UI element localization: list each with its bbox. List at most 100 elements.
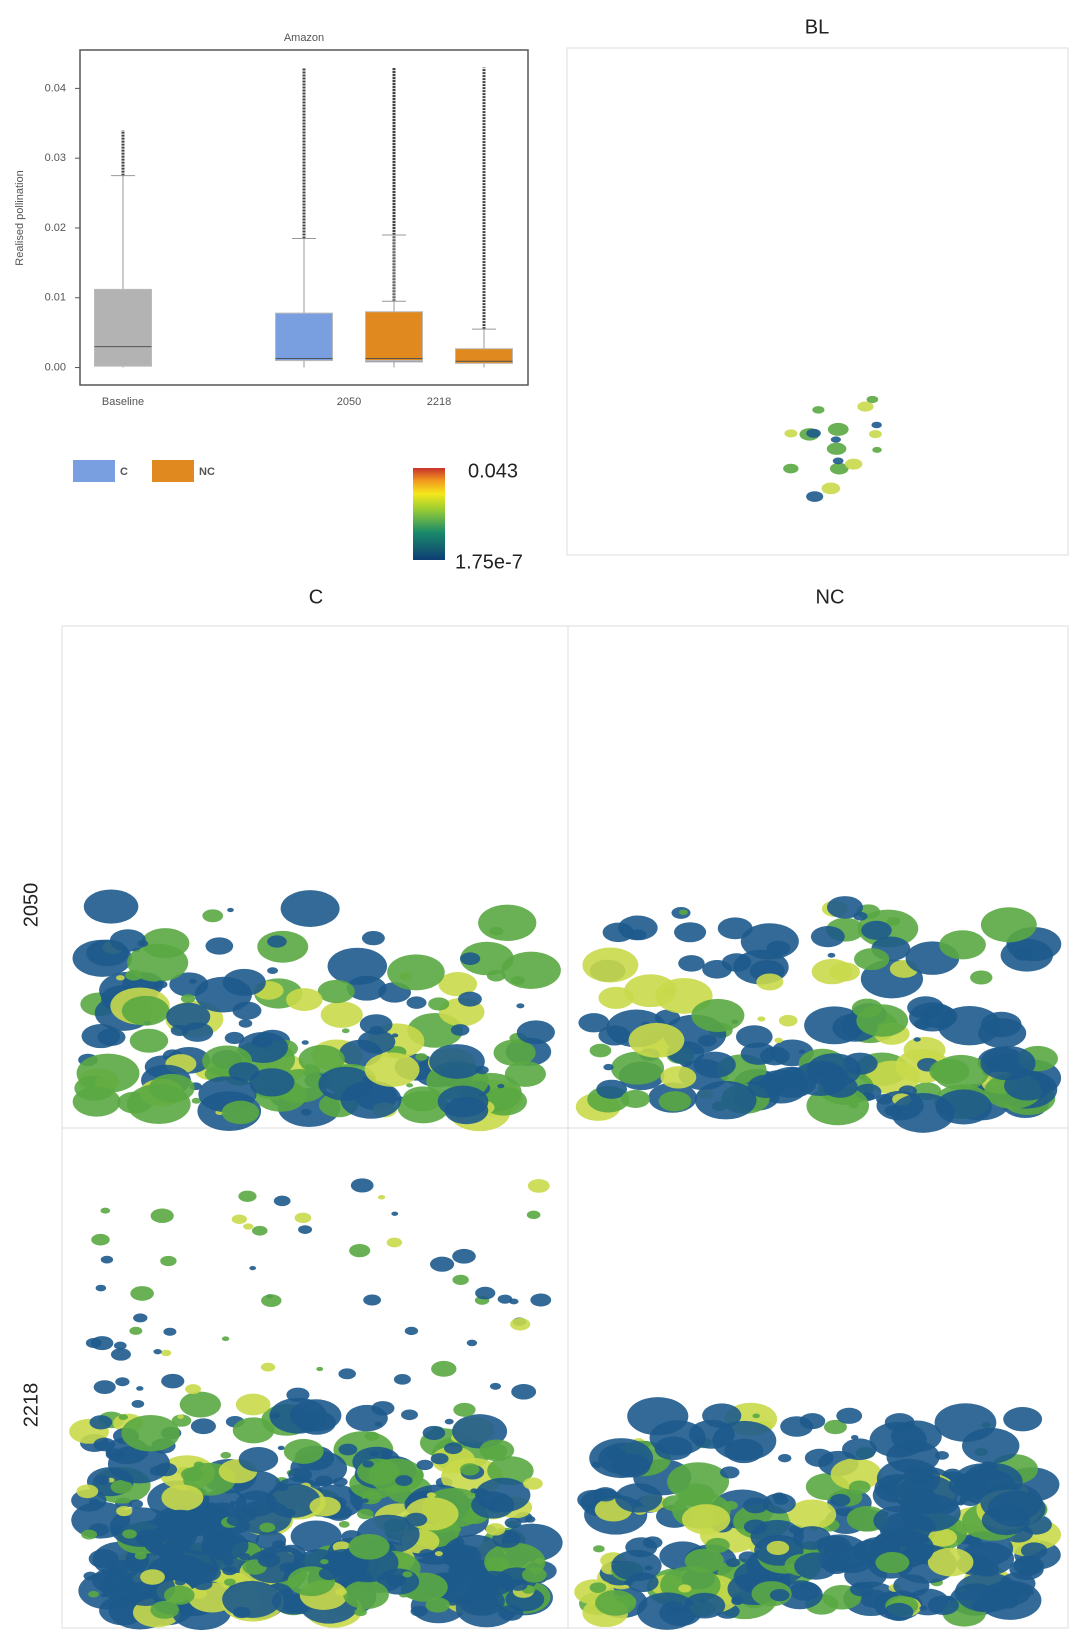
map-patch — [222, 1336, 230, 1341]
map-patch — [605, 1447, 626, 1460]
map-patch — [836, 1408, 862, 1424]
map-patch — [970, 971, 992, 985]
map-patch — [261, 1294, 281, 1307]
map-patch — [125, 970, 142, 981]
map-patch — [257, 931, 308, 963]
colorbar-min-label: 1.75e-7 — [455, 551, 523, 573]
map-patch — [402, 1571, 412, 1577]
map-patch — [154, 980, 167, 988]
map-patch — [348, 1534, 389, 1560]
map-patch — [267, 935, 287, 947]
map-patch — [962, 1428, 1019, 1464]
map-patch — [831, 436, 841, 442]
map-patch — [122, 996, 170, 1026]
map-patch — [805, 1449, 834, 1467]
map-patch — [259, 1523, 275, 1533]
column-title: C — [309, 586, 323, 608]
map-patch — [88, 1591, 99, 1598]
map-patch — [435, 1551, 443, 1556]
map-patch — [981, 907, 1037, 942]
map-patch — [130, 1029, 169, 1053]
map-patch — [276, 1483, 288, 1491]
map-patch — [209, 1552, 215, 1556]
map-patch — [378, 1195, 385, 1199]
map-patch — [823, 1076, 858, 1098]
map-patch — [722, 953, 751, 971]
map-patch — [173, 1517, 186, 1525]
map-patch — [130, 1286, 154, 1301]
map-patch — [784, 429, 797, 437]
map-patch — [116, 975, 125, 980]
map-patch — [741, 1043, 777, 1065]
map-patch — [698, 1035, 717, 1047]
map-patch — [354, 1608, 367, 1616]
map-patch — [81, 1530, 97, 1540]
map-patch — [452, 1249, 476, 1264]
map-patch — [177, 1415, 184, 1419]
map-patch — [679, 909, 688, 914]
map-patch — [489, 927, 503, 936]
map-patch — [185, 1384, 201, 1394]
map-patch — [486, 1523, 506, 1535]
map-patch — [448, 1562, 475, 1579]
map-patch — [429, 1044, 485, 1079]
map-patch — [266, 1484, 321, 1518]
map-patch — [90, 1415, 113, 1429]
map-patch — [949, 1473, 987, 1497]
map-patch — [419, 1549, 434, 1558]
map-patch — [368, 1458, 423, 1492]
map-patch — [224, 1579, 236, 1586]
map-patch — [479, 1439, 514, 1461]
map-patch — [492, 1089, 509, 1100]
map-patch — [914, 1037, 921, 1041]
row-title: 2050 — [20, 883, 42, 928]
map-patch — [691, 999, 744, 1032]
legend-swatch — [73, 460, 115, 482]
map-patch — [405, 1513, 427, 1527]
map-patch — [91, 1336, 114, 1350]
map-patch — [129, 1500, 143, 1509]
map-patch — [806, 491, 823, 502]
map-patch — [222, 1566, 237, 1575]
colorbar-max-label: 0.043 — [468, 460, 518, 482]
map-patch — [694, 1052, 736, 1078]
x-tick-label: Baseline — [102, 396, 144, 408]
map-patch — [498, 1605, 523, 1621]
map-patch — [939, 930, 986, 959]
map-patch — [189, 979, 197, 984]
map-patch — [339, 1444, 358, 1456]
map-patch — [595, 1590, 636, 1616]
map-patch — [929, 1059, 969, 1084]
map-patch — [578, 1013, 609, 1032]
map-patch — [252, 1035, 272, 1048]
map-patch — [411, 1606, 428, 1617]
map-patch — [718, 917, 753, 939]
map-panel — [567, 48, 1068, 555]
map-patch — [806, 429, 821, 438]
map-patch — [155, 1463, 177, 1477]
y-tick-label: 0.02 — [45, 222, 66, 234]
map-patch — [320, 1559, 328, 1564]
map-patch — [593, 1545, 605, 1552]
map-patch — [127, 1084, 191, 1124]
map-patch — [517, 1020, 555, 1044]
map-patch — [111, 1526, 123, 1533]
map-patch — [392, 1033, 398, 1037]
map-patch — [89, 1498, 100, 1505]
map-patch — [611, 1550, 661, 1582]
map-patch — [365, 1432, 380, 1441]
map-patch — [522, 1567, 547, 1582]
map-patch — [770, 1589, 790, 1601]
map-patch — [343, 1580, 389, 1609]
map-patch — [193, 1578, 213, 1590]
map-patch — [501, 952, 561, 989]
map-patch — [281, 890, 340, 927]
map-patch — [486, 1557, 509, 1571]
map-patch — [525, 1516, 536, 1523]
map-patch — [423, 1426, 446, 1440]
map-patch — [884, 1603, 913, 1621]
map-patch — [91, 1234, 110, 1246]
row-title: 2218 — [20, 1383, 42, 1428]
map-patch — [615, 1483, 662, 1512]
map-patch — [678, 955, 704, 972]
